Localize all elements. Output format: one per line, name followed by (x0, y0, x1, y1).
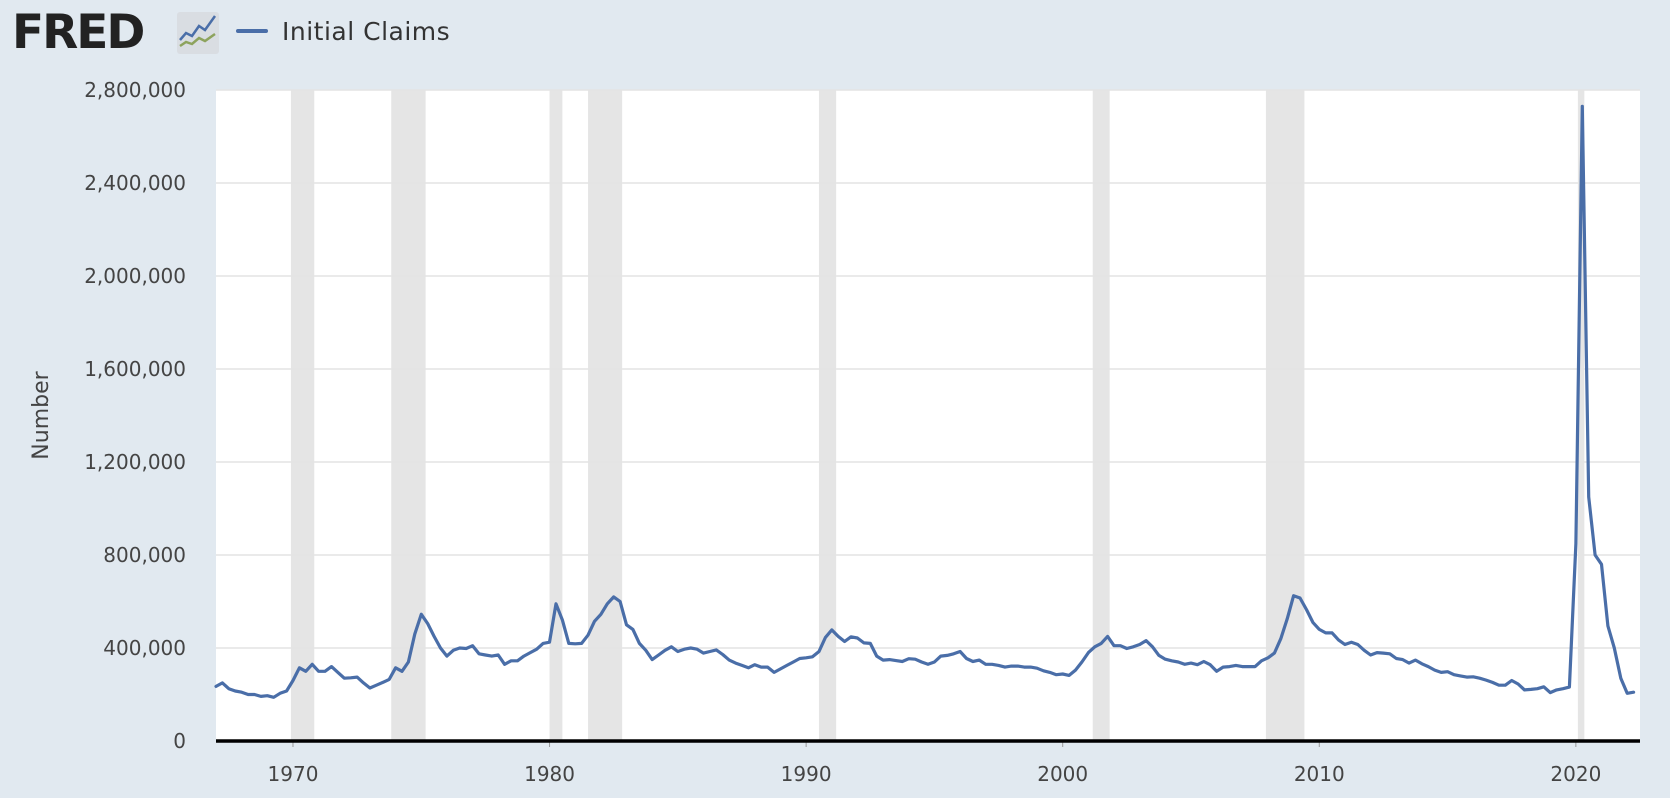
recession-bands (290, 90, 1585, 741)
series-line-initial-claims[interactable] (214, 104, 1636, 699)
x-tick-label: 2010 (1294, 762, 1345, 786)
recession-band (588, 90, 623, 741)
x-axis-ticks: 1970 1980 1990 2000 2010 2020 (268, 741, 1601, 786)
y-axis-ticks: 0 400,000 800,000 1,200,000 1,600,000 2,000,0… (84, 78, 186, 753)
series-layer (214, 104, 1636, 699)
recession-band (391, 90, 426, 741)
y-tick-label: 2,000,000 (84, 264, 186, 288)
y-tick-label: 400,000 (103, 636, 186, 660)
header: FRED Initial Claims (0, 0, 1670, 70)
legend-swatch (236, 29, 268, 33)
y-tick-label: 1,600,000 (84, 357, 186, 381)
recession-band (290, 90, 315, 741)
x-tick-label: 1990 (781, 762, 832, 786)
recession-band (1092, 90, 1110, 741)
brand-text: FRED (12, 6, 143, 56)
recession-band (549, 90, 563, 741)
line-graph-icon (177, 12, 219, 54)
plot-area (216, 90, 1640, 741)
fred-logo-icon[interactable]: FRED (12, 6, 222, 56)
y-tick-label: 1,200,000 (84, 450, 186, 474)
y-tick-label: 0 (173, 729, 186, 753)
recession-band (818, 90, 837, 741)
recession-band (1577, 90, 1585, 741)
legend[interactable]: Initial Claims (236, 16, 450, 46)
x-tick-label: 1970 (268, 762, 319, 786)
y-tick-label: 2,400,000 (84, 171, 186, 195)
y-tick-label: 800,000 (103, 543, 186, 567)
recession-band (1265, 90, 1305, 741)
y-tick-label: 2,800,000 (84, 78, 186, 102)
y-axis-title: Number (29, 370, 54, 459)
x-tick-label: 2000 (1037, 762, 1088, 786)
legend-label: Initial Claims (282, 16, 451, 46)
gridlines (216, 89, 1640, 649)
x-tick-label: 2020 (1550, 762, 1601, 786)
x-tick-label: 1980 (524, 762, 575, 786)
